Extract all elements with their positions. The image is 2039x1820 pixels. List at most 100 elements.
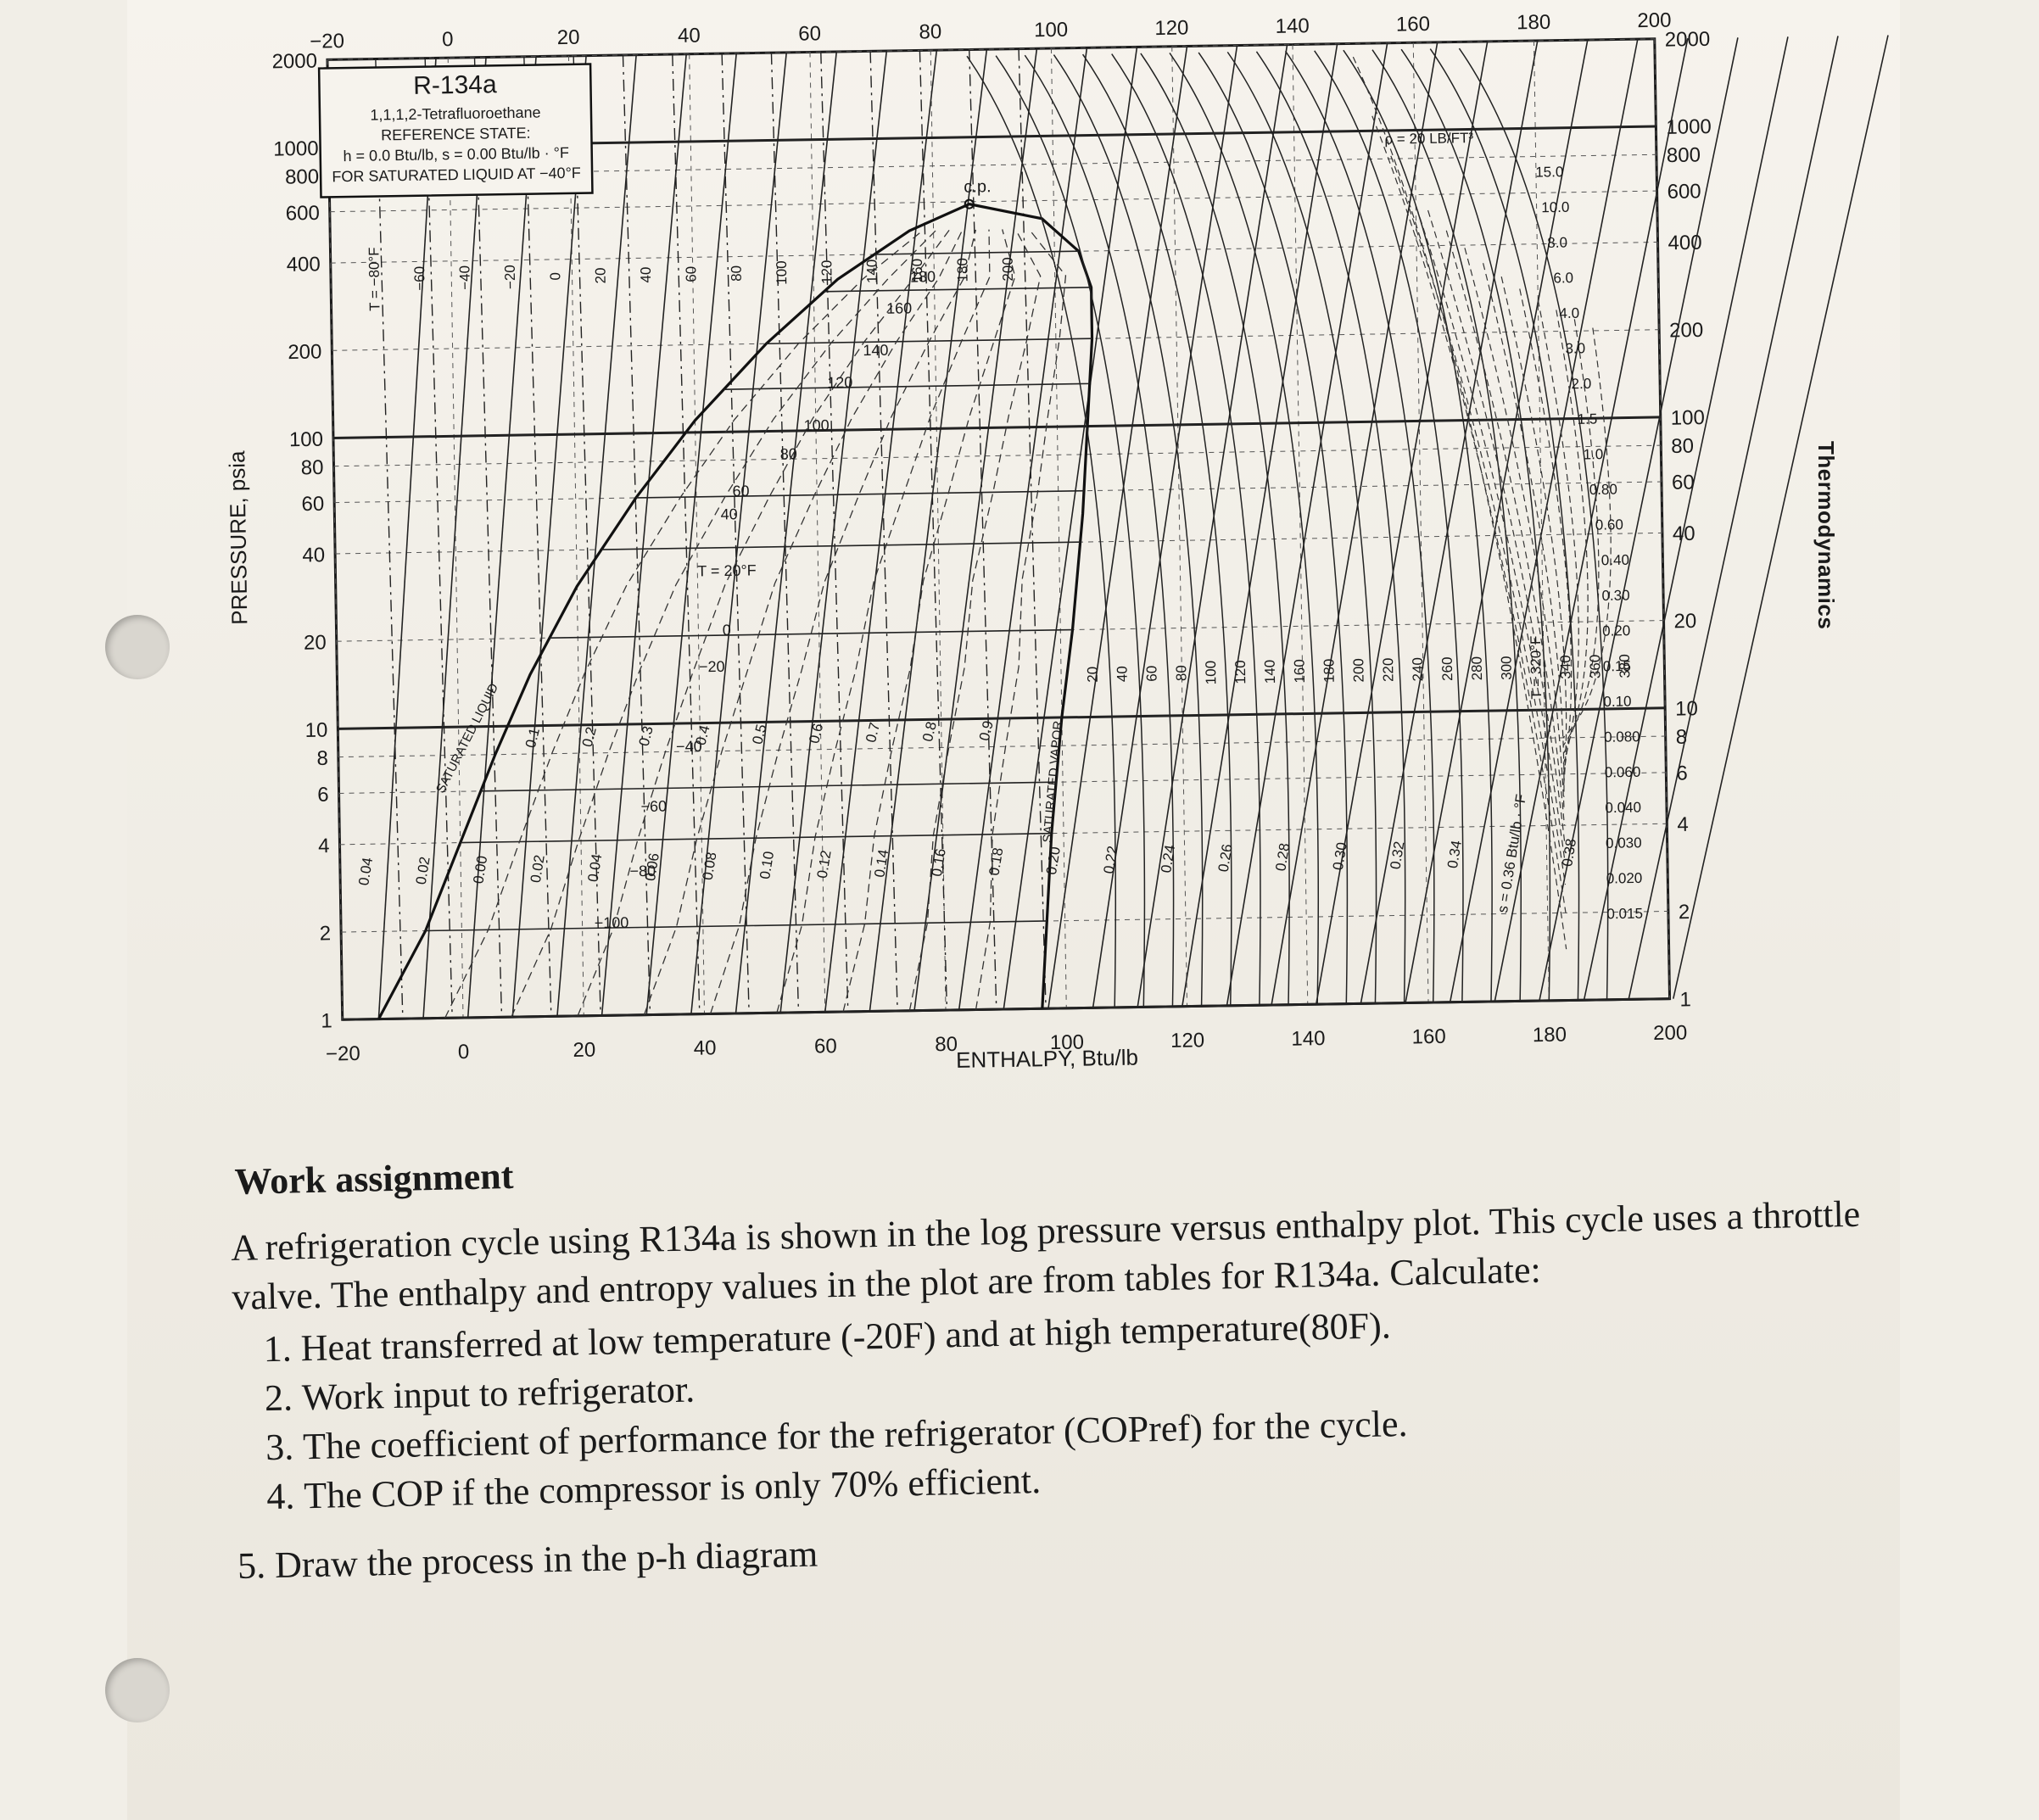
entropy-line — [1449, 38, 1639, 1002]
grid-line-x — [1171, 46, 1188, 1007]
y-tick-label-left: 1 — [321, 1009, 332, 1032]
y-tick-label-right: 20 — [1673, 610, 1696, 633]
grid-line-x — [567, 55, 584, 1016]
density-label: 0.30 — [1601, 587, 1629, 604]
x-tick-label-top: 120 — [1154, 16, 1188, 40]
superheat-isotherm-label: 200 — [1350, 658, 1366, 683]
quality-line — [577, 230, 950, 1017]
y-tick-label-left: 40 — [302, 544, 325, 567]
liquid-isotherm — [375, 59, 404, 1019]
liquid-isotherm-label: 100 — [774, 260, 790, 285]
superheat-isotherm — [1284, 50, 1435, 1003]
entropy-line — [1628, 36, 1839, 1000]
entropy-line — [1539, 37, 1739, 1002]
x-tick-label-top: 60 — [798, 22, 821, 45]
entropy-line — [1583, 36, 1789, 1001]
entropy-label: 0.12 — [814, 849, 835, 879]
liquid-isotherm-label: 140 — [864, 260, 880, 284]
grid-line-y — [342, 997, 1670, 1021]
dome-isotherm — [549, 628, 1073, 639]
chart-group: −20−200020204040606080801001001201201401… — [224, 9, 1889, 1073]
superheat-isotherm-label: 160 — [1292, 659, 1308, 684]
y-tick-label-left: 1000 — [273, 137, 319, 161]
density-line — [1445, 230, 1565, 826]
density-line — [1464, 248, 1565, 811]
entropy-label: 0.04 — [584, 853, 605, 884]
superheat-isotherm — [1255, 51, 1406, 1003]
entropy-line — [1360, 40, 1539, 1004]
superheat-isotherm — [1169, 53, 1319, 1005]
quality-line — [776, 229, 991, 1013]
superheat-isotherm-label: 100 — [1203, 661, 1219, 685]
entropy-line — [377, 58, 437, 1019]
superheat-isotherm-label: 180 — [1321, 659, 1337, 684]
y-tick-label-right: 4 — [1677, 813, 1689, 836]
quality-label: 0.2 — [579, 725, 600, 749]
dome-isotherm-label: 140 — [863, 342, 888, 359]
superheat-isotherm-label: 80 — [1173, 665, 1189, 681]
paper-sheet — [127, 0, 1900, 1820]
liquid-isotherm-label: 0 — [547, 272, 563, 281]
quality-label: 0.9 — [976, 719, 997, 743]
liquid-isotherm — [721, 53, 750, 1013]
dome-isotherm-label: 100 — [804, 416, 830, 433]
density-label: 0.080 — [1604, 729, 1640, 745]
density-label: 10.0 — [1541, 199, 1569, 216]
entropy-label: 0.04 — [355, 857, 376, 887]
quality-label: 0.8 — [919, 720, 940, 744]
assignment-list: Heat transferred at low temperature (-20… — [232, 1291, 1890, 1522]
x-tick-label-bottom: 60 — [814, 1035, 837, 1058]
density-label: 0.40 — [1601, 552, 1629, 569]
superheat-isotherm-label: 220 — [1380, 657, 1396, 682]
entropy-label: 0.30 — [1330, 841, 1350, 872]
entropy-label: 0.02 — [413, 856, 433, 886]
dome-isotherm — [635, 489, 1085, 499]
superheat-isotherm — [1371, 49, 1522, 1002]
entropy-label: 0.38 — [1559, 837, 1579, 868]
quality-line — [842, 229, 1016, 1013]
density-label: 2.0 — [1571, 376, 1591, 392]
x-tick-label-top: 40 — [678, 24, 701, 47]
entropy-line — [1182, 43, 1338, 1007]
x-tick-label-bottom: 0 — [458, 1041, 470, 1064]
entropy-line — [1673, 35, 1889, 999]
density-label: 15.0 — [1535, 164, 1563, 181]
liquid-isotherm-label: 40 — [638, 267, 654, 283]
density-line — [1562, 327, 1612, 739]
entropy-line — [645, 53, 737, 1015]
liquid-isotherm-label: 200 — [1000, 257, 1016, 282]
superheat-isotherm — [1429, 48, 1580, 1001]
dome-isotherm-label: 60 — [732, 483, 749, 500]
density-label: 0.060 — [1605, 764, 1641, 781]
superheat-isotherm — [1314, 50, 1464, 1002]
density-line — [1409, 186, 1566, 863]
entropy-line — [601, 53, 687, 1016]
x-tick-label-bottom: 80 — [935, 1033, 958, 1056]
entropy-line — [511, 55, 587, 1018]
entropy-label: 0.24 — [1158, 844, 1178, 874]
entropy-line — [869, 49, 988, 1012]
saturation-dome — [377, 202, 1094, 1020]
dome-isotherm-label: −60 — [640, 798, 667, 815]
dome-isotherm-label: −100 — [595, 914, 629, 932]
density-label: 0.040 — [1605, 799, 1641, 816]
density-line — [1562, 319, 1600, 746]
y-tick-label-left: 2000 — [271, 50, 317, 74]
y-tick-label-right: 400 — [1668, 232, 1701, 255]
x-tick-label-top: −20 — [310, 30, 344, 53]
y-tick-label-right: 600 — [1667, 180, 1701, 204]
density-line — [1483, 263, 1565, 797]
superheat-isotherm-label: 140 — [1262, 660, 1278, 684]
dome-isotherm-label: 0 — [723, 622, 731, 639]
liquid-isotherm-label: 160 — [909, 259, 925, 283]
density-label: ρ = 20 LB/FT³ — [1384, 130, 1473, 148]
dome-isotherm-label: −20 — [699, 658, 725, 675]
entropy-line — [824, 50, 938, 1013]
quality-label: 0.3 — [636, 724, 656, 748]
dome-isotherm — [601, 541, 1081, 550]
reference-state-line: REFERENCE STATE: — [381, 125, 531, 144]
entropy-label: 0.10 — [757, 850, 777, 880]
entropy-label: 0.18 — [986, 846, 1006, 877]
quality-line — [908, 228, 1042, 1011]
density-line — [1537, 299, 1579, 765]
